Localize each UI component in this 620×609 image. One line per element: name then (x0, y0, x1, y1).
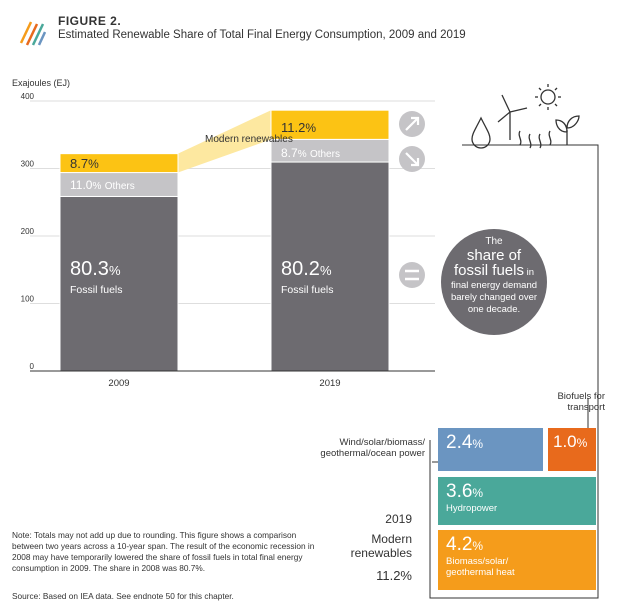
bar-2019-others-label: 8.7% Others (281, 146, 340, 160)
wind-caption-line2: geothermal/ocean power (320, 448, 425, 459)
y-tick-label: 0 (30, 362, 35, 371)
bar-2019-fossil-label: 80.2% (281, 258, 332, 281)
tile-biomass-label-1: Biomass/solar/ (446, 556, 509, 567)
modern-renewables-band (178, 110, 271, 173)
tile-biofuels-unit: % (576, 436, 588, 450)
tile-biofuels-value: 1.0 (553, 432, 577, 451)
bar-2009-modern (59, 153, 179, 174)
bar-2019-fossil-unit: % (319, 263, 332, 278)
figure-source: Source: Based on IEA data. See endnote 5… (12, 591, 234, 601)
y-tick-label: 400 (21, 92, 35, 101)
bar-2009-fossil (59, 195, 179, 372)
x-tick-label-2019: 2019 (319, 378, 340, 389)
figure-note: Note: Totals may not add up due to round… (12, 530, 315, 573)
circle-line-2: share of (466, 247, 522, 264)
wind-caption: Wind/solar/biomass/ geothermal/ocean pow… (293, 437, 425, 459)
bar-2019-fossil-value: 80.2 (281, 258, 320, 280)
bar-2009-fossil-value: 80.3 (70, 258, 109, 280)
bar-2019-fossil-name: Fossil fuels (281, 284, 334, 296)
bar-2019-others-name: Others (309, 149, 340, 160)
breakdown-title: 2019 Modern renewables 11.2% (340, 512, 412, 583)
wind-caption-line1: Wind/solar/biomass/ (339, 437, 425, 448)
tile-wind-value: 2.4 (446, 432, 473, 453)
renewable-energy-icon (471, 84, 580, 149)
bar-2019-modern-label: 11.2% (281, 120, 316, 135)
figure-subtitle: Estimated Renewable Share of Total Final… (58, 29, 466, 41)
circle-line-1: The (485, 236, 503, 247)
breakdown-title-1: Modern (371, 532, 412, 546)
bar-2009-modern-label: 8.7% (70, 156, 99, 171)
circle-line-3b: in (523, 267, 535, 278)
arrow-up-right-icon (399, 111, 425, 137)
bar-2009-modern-value: 8.7 (70, 156, 89, 171)
y-tick-label: 300 (21, 160, 35, 169)
bar-2009-fossil-name: Fossil fuels (70, 284, 123, 296)
bar-2019-others-unit: % (297, 149, 307, 160)
bar-2019-modern-value: 11.2 (281, 120, 306, 135)
bar-2009-others-value: 11.0 (70, 178, 93, 192)
tile-biomass-heat: 4.2% Biomass/solar/ geothermal heat (438, 530, 596, 590)
biofuels-caption-line1: Biofuels for (557, 391, 605, 402)
figure-label: FIGURE 2. (58, 14, 122, 28)
bar-2019-modern-unit: % (305, 121, 317, 135)
breakdown-total: 11.2% (376, 568, 412, 583)
y-axis-label: Exajoules (EJ) (12, 78, 70, 88)
tile-biomass-unit: % (472, 539, 484, 553)
bar-2009-others-unit: % (92, 181, 102, 192)
biofuels-caption: Biofuels for transport (530, 391, 605, 413)
bar-2009-others-name: Others (104, 181, 135, 192)
tile-wind-unit: % (472, 437, 484, 451)
tile-hydro-value: 3.6 (446, 481, 473, 502)
tile-hydro-label: Hydropower (446, 503, 498, 514)
circle-line-3a: fossil fuels (453, 262, 524, 279)
tile-biofuels: 1.0% (548, 428, 596, 471)
y-tick-label: 200 (21, 227, 35, 236)
bar-2009-fossil-unit: % (108, 263, 121, 278)
bar-2009-modern-unit: % (88, 157, 99, 171)
tile-hydro-unit: % (472, 486, 484, 500)
breakdown-title-2: renewables (350, 546, 412, 560)
circle-line-6: one decade. (467, 304, 521, 315)
modern-renewables-callout-text: Modern renewables (205, 134, 293, 145)
biofuels-caption-line2: transport (567, 402, 606, 413)
stripes-logo (19, 21, 46, 46)
tile-biomass-label-2: geothermal heat (446, 567, 515, 578)
breakdown-year: 2019 (385, 512, 412, 526)
fossil-share-text: The share of fossil fuels in final energ… (441, 236, 547, 316)
equals-icon (399, 262, 425, 288)
bar-2019-modern (270, 109, 390, 140)
tile-hydropower: 3.6% Hydropower (438, 477, 596, 525)
breakdown-frame (429, 144, 599, 599)
circle-line-4: final energy demand (450, 280, 538, 291)
bar-2009-others-label: 11.0% Others (70, 178, 135, 192)
fossil-share-circle (441, 229, 547, 335)
x-tick-label-2009: 2009 (108, 378, 129, 389)
y-tick-label: 100 (21, 295, 35, 304)
bar-2019-others-value: 8.7 (281, 146, 298, 160)
modern-renewables-callout: Modern renewables (205, 134, 293, 145)
arrow-down-right-icon (399, 146, 425, 172)
circle-line-5: barely changed over (450, 292, 538, 303)
bar-2009-fossil-label: 80.3% (70, 258, 121, 281)
tile-wind-solar: 2.4% (438, 428, 543, 471)
tile-biomass-value: 4.2 (446, 534, 473, 555)
